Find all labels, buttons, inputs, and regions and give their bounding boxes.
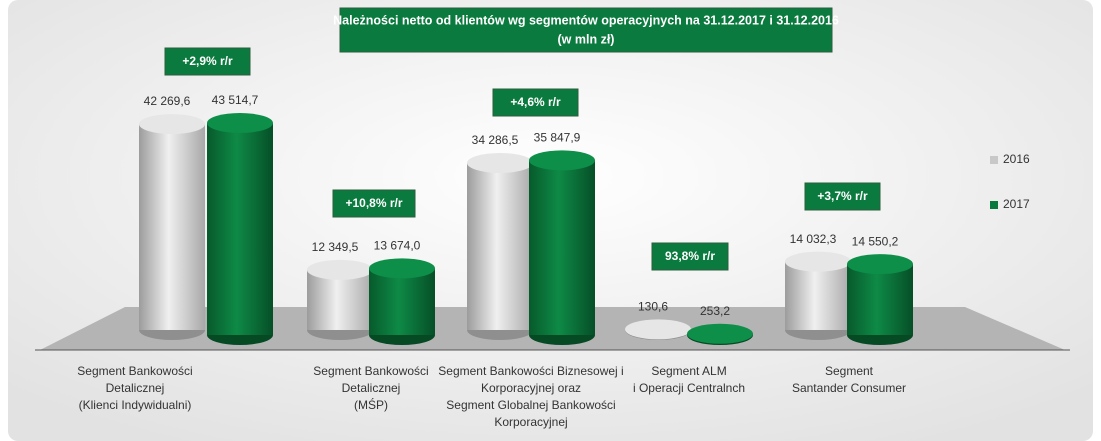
value-label: 14 550,2 — [852, 234, 899, 248]
legend-swatch — [990, 156, 998, 164]
x-tick-label: (Klienci Indywidualni) — [79, 398, 192, 412]
x-tick-label: Segment — [825, 364, 874, 378]
annotation: +4,6% r/r — [510, 95, 561, 109]
cylinder-top — [687, 323, 753, 344]
bar — [369, 268, 435, 335]
bar — [467, 162, 533, 330]
value-label: 34 286,5 — [472, 133, 519, 147]
annotation: +10,8% r/r — [345, 196, 402, 210]
x-tick-label: Korporacyjnej oraz — [481, 381, 581, 395]
legend-label: 2016 — [1003, 152, 1030, 166]
value-label: 253,2 — [700, 304, 730, 318]
x-tick-label: Segment Bankowości — [313, 364, 428, 378]
annotation: +2,9% r/r — [182, 54, 233, 68]
cylinder-top — [625, 319, 691, 340]
value-label: 42 269,6 — [144, 94, 191, 108]
value-label: 43 514,7 — [212, 93, 259, 107]
cylinder-top — [307, 259, 373, 280]
value-label: 12 349,5 — [312, 240, 359, 254]
cylinder-top — [369, 258, 435, 279]
annotation: +3,7% r/r — [817, 189, 868, 203]
bar — [207, 123, 273, 335]
cylinder-top — [529, 150, 595, 171]
annotation-box — [492, 88, 579, 117]
value-label: 130,6 — [638, 300, 668, 314]
cylinder-top — [139, 114, 205, 135]
bar — [785, 261, 851, 330]
legend-swatch — [990, 201, 998, 209]
annotation: 93,8% r/r — [665, 249, 715, 263]
x-tick-label: Detalicznej — [342, 381, 401, 395]
legend-label: 2017 — [1003, 197, 1030, 211]
bar — [307, 269, 373, 330]
x-tick-label: Segment Bankowości Biznesowej i — [438, 364, 623, 378]
cylinder-top — [847, 254, 913, 275]
value-label: 14 032,3 — [790, 232, 837, 246]
x-tick-label: Santander Consumer — [792, 381, 906, 395]
annotation-box — [651, 242, 729, 271]
value-label: 13 674,0 — [374, 239, 421, 253]
cylinder-top — [785, 251, 851, 272]
chart-subtitle: (w mln zł) — [558, 32, 615, 46]
cylinder-top — [207, 113, 273, 133]
x-tick-label: Segment Bankowości — [77, 364, 192, 378]
bar — [139, 124, 205, 330]
cylinder-top — [467, 152, 533, 173]
x-tick-label: Detalicznej — [106, 381, 165, 395]
annotation-box — [164, 47, 251, 76]
x-tick-label: Korporacyjnej — [494, 415, 567, 429]
bar — [529, 160, 595, 335]
annotation-box — [804, 182, 881, 211]
chart-title: Należności netto od klientów wg segmentó… — [333, 13, 839, 27]
annotation-box — [332, 189, 416, 218]
x-tick-label: i Operacji Centralnch — [633, 381, 745, 395]
value-label: 35 847,9 — [534, 131, 581, 145]
x-tick-label: Segment ALM — [651, 364, 726, 378]
x-tick-label: (MŚP) — [354, 397, 388, 412]
bar — [847, 264, 913, 335]
x-tick-label: Segment Globalnej Bankowości — [446, 398, 615, 412]
title-box — [339, 7, 833, 53]
